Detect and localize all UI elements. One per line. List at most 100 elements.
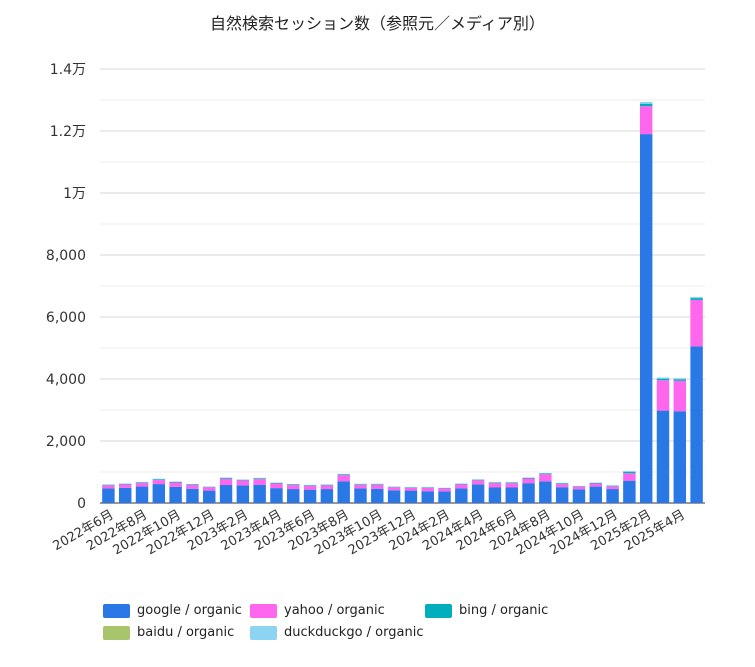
bar-segment-duckduckgo[interactable]: [656, 377, 670, 379]
bar-segment-google[interactable]: [337, 481, 350, 503]
legend-item-duckduckgo[interactable]: duckduckgo / organic: [250, 625, 423, 640]
bar-segment-duckduckgo[interactable]: [152, 478, 166, 480]
bar-segment-yahoo[interactable]: [219, 478, 233, 486]
bar-segment-bing[interactable]: [118, 483, 132, 485]
bar-segment-duckduckgo[interactable]: [270, 482, 283, 483]
bar-segment-google[interactable]: [169, 486, 182, 503]
bar-segment-duckduckgo[interactable]: [371, 483, 384, 485]
bar-segment-yahoo[interactable]: [673, 380, 687, 412]
bar-segment-bing[interactable]: [421, 487, 434, 488]
legend-item-baidu[interactable]: baidu / organic: [103, 625, 234, 640]
bar-segment-duckduckgo[interactable]: [337, 473, 350, 475]
bar-segment-bing[interactable]: [522, 477, 535, 479]
bar-segment-google[interactable]: [606, 489, 619, 503]
bar-segment-yahoo[interactable]: [303, 485, 317, 490]
bar-segment-bing[interactable]: [270, 482, 283, 484]
bar-segment-duckduckgo[interactable]: [303, 485, 317, 486]
bar-segment-yahoo[interactable]: [589, 483, 602, 487]
bar-segment-bing[interactable]: [186, 484, 199, 486]
bar-segment-bing[interactable]: [152, 479, 166, 481]
bar-segment-bing[interactable]: [639, 103, 653, 107]
bar-segment-bing[interactable]: [287, 484, 300, 486]
bar-segment-google[interactable]: [253, 484, 266, 503]
bar-segment-yahoo[interactable]: [656, 380, 670, 411]
bar-segment-duckduckgo[interactable]: [572, 485, 586, 487]
bar-segment-yahoo[interactable]: [438, 488, 451, 492]
bar-segment-duckduckgo[interactable]: [236, 479, 250, 480]
bar-segment-google[interactable]: [186, 488, 199, 503]
bar-segment-google[interactable]: [387, 490, 401, 503]
bar-segment-yahoo[interactable]: [639, 106, 653, 135]
bar-segment-duckduckgo[interactable]: [589, 482, 602, 483]
bar-segment-bing[interactable]: [656, 378, 670, 381]
bar-segment-bing[interactable]: [337, 474, 350, 476]
bar-segment-bing[interactable]: [673, 379, 687, 381]
bar-segment-bing[interactable]: [135, 482, 149, 483]
bar-segment-yahoo[interactable]: [623, 473, 636, 481]
bar-segment-duckduckgo[interactable]: [354, 483, 367, 485]
bar-segment-yahoo[interactable]: [118, 484, 132, 488]
bar-segment-google[interactable]: [287, 489, 300, 503]
bar-segment-duckduckgo[interactable]: [135, 481, 149, 483]
bar-segment-yahoo[interactable]: [522, 478, 535, 484]
bar-segment-duckduckgo[interactable]: [387, 486, 401, 487]
bar-segment-google[interactable]: [421, 491, 434, 503]
bar-segment-yahoo[interactable]: [287, 485, 300, 490]
bar-segment-yahoo[interactable]: [471, 480, 485, 485]
bar-segment-duckduckgo[interactable]: [102, 484, 115, 485]
bar-segment-yahoo[interactable]: [102, 485, 115, 489]
bar-segment-bing[interactable]: [404, 487, 418, 488]
bar-segment-duckduckgo[interactable]: [421, 487, 434, 488]
bar-segment-bing[interactable]: [471, 479, 485, 481]
bar-segment-yahoo[interactable]: [690, 299, 703, 347]
bar-segment-yahoo[interactable]: [169, 482, 182, 487]
bar-segment-google[interactable]: [404, 490, 418, 503]
bar-segment-google[interactable]: [455, 488, 468, 503]
bar-segment-yahoo[interactable]: [186, 485, 199, 489]
bar-segment-bing[interactable]: [371, 484, 384, 485]
bar-segment-google[interactable]: [320, 489, 334, 503]
bar-segment-yahoo[interactable]: [253, 479, 266, 485]
bar-segment-duckduckgo[interactable]: [320, 484, 334, 485]
bar-segment-google[interactable]: [673, 411, 687, 503]
bar-segment-yahoo[interactable]: [539, 474, 552, 482]
bar-segment-duckduckgo[interactable]: [186, 483, 199, 485]
bar-segment-google[interactable]: [623, 480, 636, 503]
bar-segment-bing[interactable]: [555, 483, 569, 485]
legend-item-google[interactable]: google / organic: [103, 603, 242, 618]
bar-segment-google[interactable]: [471, 484, 485, 503]
bar-segment-google[interactable]: [488, 487, 502, 504]
bar-segment-google[interactable]: [219, 485, 233, 503]
bar-segment-yahoo[interactable]: [152, 480, 166, 485]
bar-segment-bing[interactable]: [354, 484, 367, 485]
bar-segment-duckduckgo[interactable]: [404, 487, 418, 488]
bar-segment-bing[interactable]: [203, 486, 216, 488]
bar-segment-google[interactable]: [135, 486, 149, 503]
bar-segment-bing[interactable]: [253, 478, 266, 480]
bar-segment-yahoo[interactable]: [572, 486, 586, 490]
bar-segment-yahoo[interactable]: [606, 486, 619, 490]
bar-segment-google[interactable]: [572, 489, 586, 503]
bar-segment-bing[interactable]: [606, 485, 619, 487]
bar-segment-duckduckgo[interactable]: [455, 483, 468, 484]
bar-segment-duckduckgo[interactable]: [471, 479, 485, 480]
bar-segment-yahoo[interactable]: [337, 475, 350, 482]
bar-segment-bing[interactable]: [572, 486, 586, 487]
bar-segment-google[interactable]: [539, 481, 552, 503]
bar-segment-yahoo[interactable]: [555, 484, 569, 488]
bar-segment-duckduckgo[interactable]: [488, 482, 502, 483]
bar-segment-duckduckgo[interactable]: [539, 472, 552, 474]
bar-segment-yahoo[interactable]: [203, 487, 216, 491]
bar-segment-yahoo[interactable]: [320, 485, 334, 490]
bar-segment-duckduckgo[interactable]: [606, 485, 619, 486]
bar-segment-bing[interactable]: [303, 485, 317, 486]
bar-segment-bing[interactable]: [488, 482, 502, 484]
bar-segment-google[interactable]: [555, 487, 569, 503]
bar-segment-bing[interactable]: [320, 484, 334, 486]
bar-segment-google[interactable]: [118, 487, 132, 503]
bar-segment-yahoo[interactable]: [404, 487, 418, 491]
bar-segment-duckduckgo[interactable]: [555, 483, 569, 484]
bar-segment-google[interactable]: [371, 488, 384, 503]
bar-segment-bing[interactable]: [623, 472, 636, 474]
bar-segment-bing[interactable]: [690, 298, 703, 300]
